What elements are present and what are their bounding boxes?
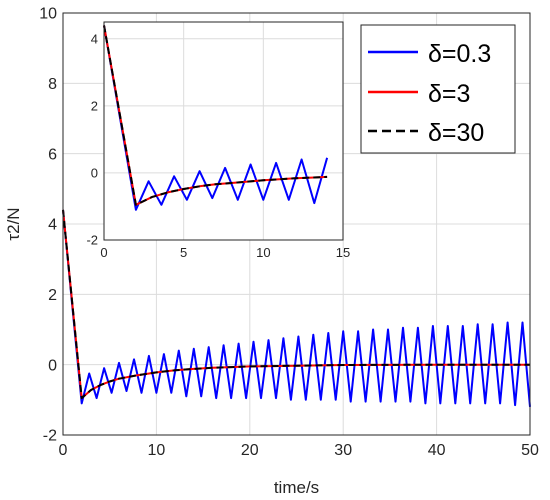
main-x-tick-label: 20 bbox=[241, 442, 259, 459]
inset-x-tick-label: 15 bbox=[336, 245, 350, 260]
main-series-line-3 bbox=[62, 209, 530, 400]
inset-y-tick-label: 4 bbox=[91, 31, 98, 46]
main-x-tick-label: 30 bbox=[334, 442, 352, 459]
main-y-tick-label: 6 bbox=[48, 146, 57, 163]
inset-series-line-3 bbox=[103, 25, 328, 206]
main-y-tick-label: 2 bbox=[48, 287, 57, 304]
main-x-tick-label: 40 bbox=[428, 442, 446, 459]
y-axis-label: τ2/N bbox=[4, 207, 23, 240]
legend-label-delta-3: δ=3 bbox=[428, 80, 470, 108]
inset-y-tick-label: 0 bbox=[91, 165, 98, 180]
inset-y-tick-label: -2 bbox=[86, 233, 98, 248]
main-y-tick-label: 10 bbox=[39, 6, 57, 23]
inset-axes-frame bbox=[103, 21, 344, 241]
inset-series-lines bbox=[103, 25, 329, 211]
main-y-tick-label: 0 bbox=[48, 357, 57, 374]
legend: δ=0.3 δ=3 δ=30 bbox=[360, 24, 516, 154]
main-x-tick-label: 0 bbox=[59, 442, 68, 459]
main-x-tick-label: 50 bbox=[521, 442, 539, 459]
inset-background bbox=[104, 22, 343, 240]
inset-series-line-1 bbox=[103, 25, 329, 211]
main-y-tick-label: -2 bbox=[43, 428, 57, 445]
main-series-line-1 bbox=[62, 209, 531, 407]
main-y-tick-label: 4 bbox=[48, 217, 57, 234]
inset-y-tick-label: 2 bbox=[91, 98, 98, 113]
x-axis-label: time/s bbox=[274, 478, 319, 497]
main-series-lines bbox=[62, 209, 531, 407]
main-axes-frame bbox=[62, 12, 531, 436]
inset-x-tick-label: 10 bbox=[256, 245, 270, 260]
main-y-tick-label: 8 bbox=[48, 76, 57, 93]
legend-label-delta-0-3: δ=0.3 bbox=[428, 40, 491, 68]
legend-label-delta-30: δ=30 bbox=[428, 119, 484, 147]
inset-x-tick-label: 0 bbox=[100, 245, 107, 260]
main-x-tick-label: 10 bbox=[148, 442, 166, 459]
inset-x-tick-label: 5 bbox=[180, 245, 187, 260]
